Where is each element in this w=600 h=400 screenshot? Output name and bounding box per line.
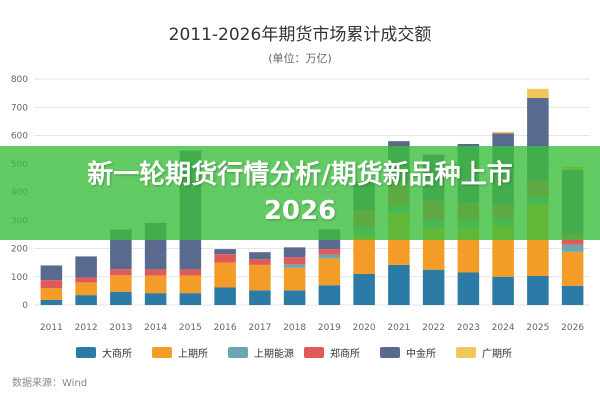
source-note: 数据来源：Wind: [12, 376, 87, 389]
x-tick-label: 2020: [353, 323, 376, 333]
x-tick-label: 2016: [214, 323, 237, 333]
x-tick-label: 2026: [561, 323, 584, 333]
bar-segment: [561, 285, 584, 305]
x-tick-label: 2017: [248, 323, 271, 333]
bar-segment: [249, 252, 271, 260]
bar-segment: [353, 234, 375, 274]
bar-segment: [110, 291, 132, 305]
x-tick-label: 2013: [109, 323, 132, 333]
x-tick-label: 2014: [144, 323, 167, 333]
legend-label: 郑商所: [330, 347, 360, 360]
bar-segment: [214, 249, 236, 255]
x-tick-label: 2019: [318, 323, 341, 333]
bar-segment: [353, 273, 375, 305]
bar-segment: [283, 290, 306, 305]
legend-swatch: [152, 347, 172, 358]
bar-segment: [283, 257, 306, 265]
bar-segment: [249, 259, 271, 265]
legend-label: 广期所: [482, 348, 512, 360]
bar-segment: [492, 276, 514, 305]
legend-swatch: [76, 347, 96, 358]
legend-label: 中金所: [406, 347, 436, 360]
x-tick-label: 2015: [179, 323, 202, 333]
x-tick-label: 2011: [40, 323, 63, 333]
bar-segment: [75, 295, 97, 305]
x-tick-label: 2021: [387, 323, 410, 333]
bar-segment: [318, 285, 341, 305]
bar-segment: [561, 244, 584, 252]
bar-segment: [249, 264, 271, 291]
bar-segment: [283, 247, 306, 258]
bar-segment: [144, 269, 167, 276]
x-axis: 2011 2012 2013 2014 2015 2016 2017 2018 2019 2020…: [40, 323, 584, 333]
legend-swatch: [228, 347, 248, 358]
bar-segment: [283, 267, 306, 291]
y-tick-label: 700: [11, 103, 28, 113]
chart-subtitle: (单位：万亿): [268, 51, 332, 65]
bar-segment: [527, 88, 549, 98]
bar-segment: [214, 254, 236, 263]
legend: 大商所 上期所 上期能源 郑商所 中金所 广期所: [76, 347, 512, 360]
bar-segment: [40, 265, 63, 281]
bar-segment: [179, 293, 202, 305]
y-tick-label: 800: [11, 75, 28, 85]
y-tick-label: 200: [11, 245, 28, 255]
legend-swatch: [456, 347, 476, 358]
bar-segment: [318, 249, 341, 255]
bar-segment: [422, 269, 445, 305]
bar-segment: [75, 256, 97, 278]
legend-label: 上期所: [178, 348, 208, 360]
x-tick-label: 2022: [422, 323, 445, 333]
bar-segment: [214, 262, 236, 288]
bar-segment: [388, 264, 410, 305]
bar-segment: [75, 277, 97, 283]
bar-segment: [214, 287, 236, 305]
bar-segment: [40, 280, 63, 289]
bar-segment: [110, 275, 132, 292]
legend-swatch: [304, 347, 324, 358]
bar-segment: [318, 254, 341, 259]
legend-label: 大商所: [102, 347, 132, 360]
x-tick-label: 2012: [75, 323, 98, 333]
bar-segment: [318, 258, 341, 286]
bar-segment: [75, 282, 97, 296]
bar-segment: [179, 275, 202, 294]
x-tick-label: 2024: [492, 323, 515, 333]
x-tick-label: 2023: [457, 323, 480, 333]
y-tick-label: 0: [22, 301, 28, 311]
bar-segment: [561, 251, 584, 286]
bar-segment: [179, 269, 202, 276]
overlay-banner: 新一轮期货行情分析/期货新品种上市2026: [0, 146, 600, 240]
legend-label: 上期能源: [254, 347, 294, 360]
banner-text: 新一轮期货行情分析/期货新品种上市2026: [87, 160, 513, 226]
bar-segment: [110, 269, 132, 276]
bar-segment: [40, 299, 63, 305]
bar-segment: [144, 293, 167, 305]
bar-segment: [457, 272, 480, 305]
bar-segment: [144, 275, 167, 294]
y-tick-label: 100: [11, 273, 28, 283]
y-tick-label: 600: [11, 132, 28, 142]
bar-segment: [40, 288, 63, 300]
bar-segment: [492, 131, 514, 134]
chart-title: 2011-2026年期货市场累计成交额: [169, 25, 432, 45]
x-tick-label: 2025: [526, 323, 549, 333]
x-tick-label: 2018: [283, 323, 306, 333]
bar-segment: [527, 275, 549, 305]
bar-segment: [283, 264, 306, 268]
legend-swatch: [380, 347, 400, 358]
bar-segment: [249, 290, 271, 305]
